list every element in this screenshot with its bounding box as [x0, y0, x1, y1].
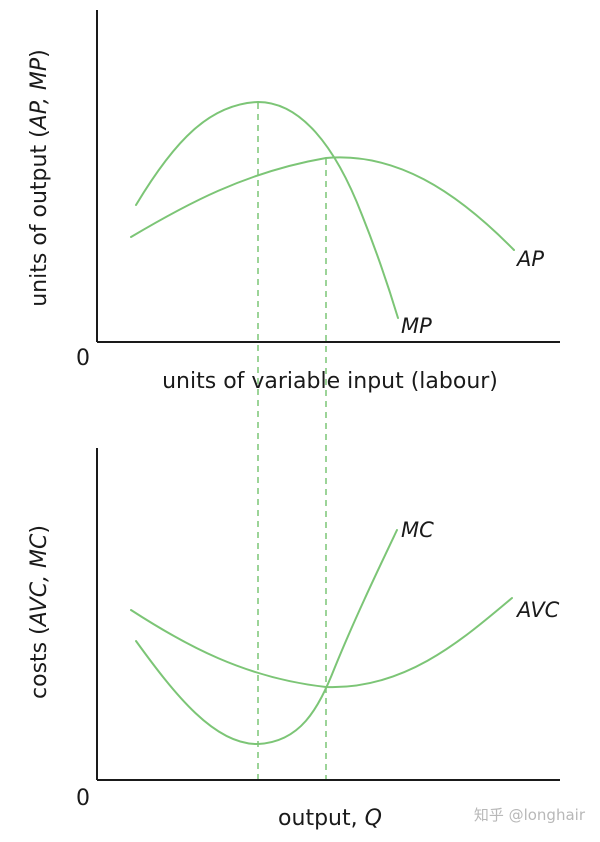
- bottom-x-axis-label: output, Q: [278, 806, 382, 831]
- ap-curve: [130, 156, 515, 251]
- top-panel: MP AP 0 units of variable input (labour)…: [27, 10, 560, 394]
- bottom-y-axis-label-ital: AVC, MC: [27, 533, 52, 628]
- watermark: 知乎 @longhair: [474, 806, 586, 824]
- top-x-axis-label: units of variable input (labour): [162, 369, 498, 394]
- top-y-axis-label-close: ): [27, 49, 52, 58]
- bottom-y-axis-label: costs (AVC, MC): [27, 525, 52, 699]
- avc-label: AVC: [515, 598, 560, 622]
- top-y-axis-label-ital: AP, MP: [27, 57, 52, 131]
- bottom-x-axis-label-ital: Q: [365, 806, 382, 831]
- mc-curve: [135, 529, 398, 746]
- mp-label: MP: [401, 314, 432, 338]
- bottom-y-axis-label-close: ): [27, 525, 52, 534]
- top-y-axis-label-plain: units of output (: [27, 129, 52, 306]
- bottom-x-axis-label-plain: output,: [278, 806, 365, 831]
- mp-curve: [135, 100, 399, 319]
- ap-label: AP: [515, 247, 544, 271]
- mc-label: MC: [401, 518, 434, 542]
- top-y-axis-label: units of output (AP, MP): [27, 49, 52, 307]
- bottom-panel: MC AVC 0 output, Q costs (AVC, MC): [27, 448, 560, 831]
- bottom-origin-label: 0: [76, 786, 90, 811]
- avc-curve: [130, 597, 513, 689]
- bottom-y-axis-label-plain: costs (: [27, 626, 52, 699]
- top-origin-label: 0: [76, 346, 90, 371]
